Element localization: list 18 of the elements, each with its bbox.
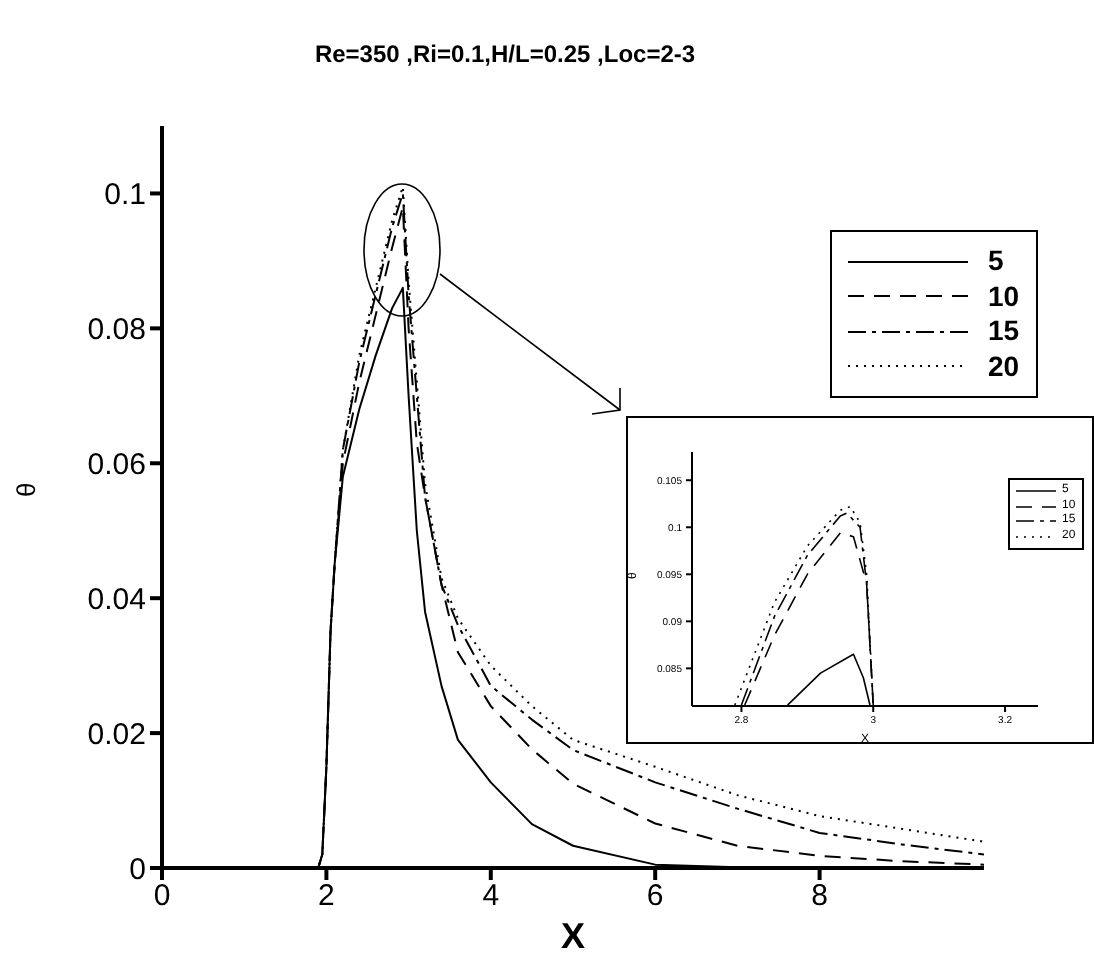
legend-label: 15 [988,314,1020,349]
x-tick-label: 4 [482,879,500,914]
x-tick-label: 8 [811,879,828,914]
y-tick-label: 0.1 [104,178,146,213]
y-tick-label: 0.06 [87,447,146,482]
x-axis-title: X [560,916,586,956]
y-tick-label: 0.08 [87,313,146,348]
legend-label: 5 [988,244,1004,279]
chart-title: Re=350 ,Ri=0.1,H/L=0.25 ,Loc=2-3 [314,40,696,68]
y-tick-label: 0.02 [87,717,146,752]
y-tick-label: 0.04 [87,582,146,617]
x-tick-label: 0 [153,879,171,914]
x-tick-label: 6 [646,879,664,914]
y-axis-title: θ [11,482,42,497]
legend-label: 20 [988,349,1020,384]
legend-label: 10 [988,279,1020,314]
x-tick-label: 2 [318,879,335,914]
y-tick-label: 0 [129,852,146,887]
